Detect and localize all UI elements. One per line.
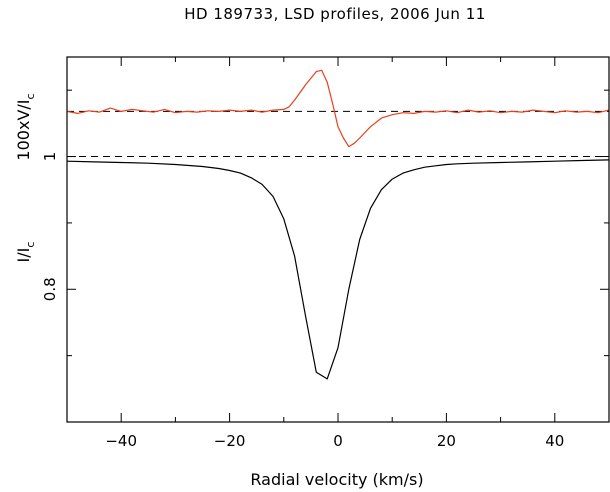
y-axis-label-stokes: 100xV/Ic: [14, 93, 37, 160]
x-axis-label: Radial velocity (km/s): [250, 470, 423, 489]
x-tick-label: 20: [437, 432, 456, 450]
x-tick-label: −40: [105, 432, 137, 450]
y-axis-label-intensity: I/Ic: [14, 242, 37, 263]
series-intensity-line: [66, 159, 610, 380]
y-axis-label-stokes-main: 100xV/I: [14, 100, 33, 161]
x-tick-label: 40: [545, 432, 564, 450]
tick-labels: −40 −20 0 20 40 0.8 1: [41, 152, 564, 450]
y-tick-label: 0.8: [41, 277, 59, 301]
plot-frame: [66, 56, 610, 423]
y-axis-label-intensity-main: I/I: [14, 248, 33, 263]
y-axis-label-stokes-sub: c: [24, 93, 37, 99]
y-tick-label: 1: [41, 152, 59, 162]
series-stokes-v-line: [66, 69, 610, 148]
x-tick-label: −20: [214, 432, 246, 450]
x-tick-label: 0: [333, 432, 343, 450]
y-axis-label-intensity-sub: c: [24, 242, 37, 248]
plot-area: [66, 69, 610, 380]
chart-title: HD 189733, LSD profiles, 2006 Jun 11: [184, 5, 486, 23]
